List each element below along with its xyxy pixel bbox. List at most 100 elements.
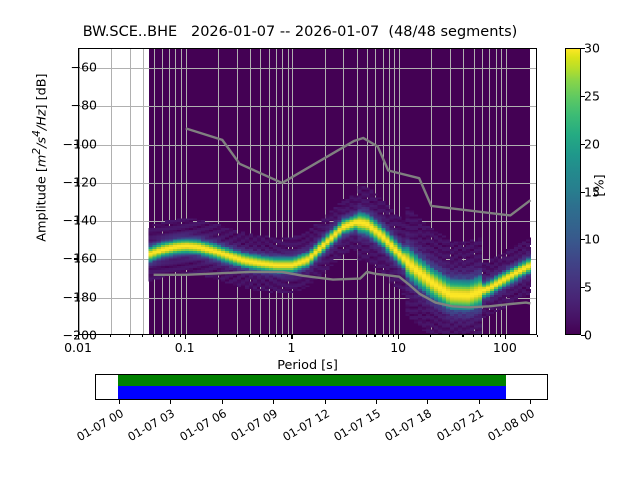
- gridline-v: [489, 49, 491, 334]
- x-tick-mark-minor: [488, 335, 490, 338]
- timeline-tick-mark: [221, 400, 223, 404]
- gridline-v: [382, 49, 384, 334]
- timeline-tick-label: 01-07 09: [228, 406, 281, 444]
- x-tick-mark: [398, 335, 400, 339]
- colorbar-tick-label: 15: [584, 184, 600, 199]
- timeline-tick-mark: [478, 400, 480, 404]
- timeline-tick-mark: [119, 400, 121, 404]
- x-tick-mark-minor: [366, 335, 368, 338]
- colorbar-tick-mark: [581, 95, 585, 97]
- colorbar-tick-label: 30: [584, 40, 600, 56]
- x-tick-mark: [504, 335, 506, 339]
- x-tick-label: 0.1: [174, 340, 195, 355]
- x-tick-label: 0.01: [64, 340, 92, 355]
- y-tick-mark: [74, 335, 78, 337]
- gridline-v: [129, 49, 131, 334]
- colorbar-tick-label: 5: [584, 279, 592, 295]
- x-tick-mark-minor: [494, 335, 496, 338]
- timeline-tick-label: 01-07 03: [125, 406, 178, 444]
- timeline-tick-mark: [375, 400, 377, 404]
- colorbar-tick-mark: [581, 48, 585, 49]
- x-tick-mark-minor: [381, 335, 383, 338]
- timeline-tick-label: 01-07 12: [279, 406, 332, 444]
- x-tick-mark-minor: [259, 335, 261, 338]
- x-tick-mark-minor: [128, 335, 130, 338]
- y-tick-mark: [74, 220, 78, 222]
- gridline-v: [175, 49, 177, 334]
- x-tick-mark-minor: [323, 335, 325, 338]
- x-tick-mark-minor: [110, 335, 112, 338]
- x-tick-label: 1: [287, 340, 296, 355]
- x-tick-label: 100: [492, 340, 517, 355]
- gridline-v: [388, 49, 390, 334]
- y-tick-label: −60: [70, 59, 97, 75]
- timeline-tick-label: 01-07 06: [176, 406, 229, 444]
- gridline-v: [431, 49, 433, 334]
- gridline-v: [356, 49, 358, 334]
- x-tick-mark-minor: [449, 335, 451, 338]
- gridline-v: [275, 49, 277, 334]
- x-tick-mark-minor: [152, 335, 154, 338]
- y-tick-label: −120: [62, 174, 97, 190]
- x-tick-mark-minor: [248, 335, 251, 338]
- colorbar-tick-label: 25: [584, 88, 600, 104]
- ppsd-density-overlay: [148, 185, 531, 334]
- y-tick-label: −140: [62, 212, 97, 228]
- x-tick-mark-minor: [499, 335, 502, 338]
- x-tick-mark-minor: [374, 335, 376, 338]
- noise-model-nlnm: [153, 270, 531, 309]
- x-tick-mark: [78, 335, 80, 339]
- colorbar: [565, 48, 581, 335]
- ppsd-plot-area: [78, 48, 537, 335]
- timeline-tick-mark: [427, 400, 429, 404]
- gridline-h: [79, 106, 536, 108]
- gridline-v: [287, 49, 289, 334]
- x-tick-label: 10: [390, 340, 407, 355]
- x-tick-mark-minor: [161, 335, 163, 338]
- x-tick-mark-minor: [174, 335, 176, 338]
- gridline-v: [180, 49, 182, 334]
- gridline-v: [473, 49, 475, 334]
- x-tick-mark: [291, 335, 293, 339]
- timeline-available-bar: [118, 375, 506, 386]
- x-tick-mark-minor: [481, 335, 483, 338]
- gridline-v: [79, 49, 80, 334]
- x-axis-label: Period [s]: [277, 358, 338, 373]
- gridline-v: [249, 49, 251, 334]
- y-tick-label: −180: [62, 289, 97, 305]
- x-tick-mark-minor: [235, 335, 237, 338]
- gridline-v: [292, 49, 294, 334]
- timeline-tick-label: 01-07 18: [382, 406, 435, 444]
- x-tick-mark-minor: [472, 335, 474, 338]
- gridline-v: [375, 49, 377, 334]
- gridline-v: [463, 49, 465, 334]
- noise-model-nhnm: [185, 127, 532, 217]
- y-tick-label: −100: [62, 136, 97, 152]
- colorbar-label: [%]: [592, 174, 608, 197]
- gridline-h: [79, 297, 536, 299]
- gridline-v: [236, 49, 238, 334]
- timeline-tick-mark: [530, 400, 532, 404]
- gridline-v: [260, 49, 262, 334]
- x-tick-mark-minor: [142, 335, 144, 338]
- x-tick-mark-minor: [216, 335, 218, 338]
- gridline-v: [282, 49, 284, 334]
- timeline-tick-label: 01-07 15: [331, 406, 383, 444]
- gridline-v: [162, 49, 164, 334]
- coverage-timeline: [95, 374, 548, 400]
- gridline-v: [268, 49, 270, 334]
- timeline-tick-mark: [324, 400, 326, 404]
- gridline-v: [482, 49, 484, 334]
- x-tick-mark-minor: [342, 335, 344, 338]
- timeline-tick-mark: [273, 400, 275, 404]
- x-tick-mark-minor: [179, 335, 181, 338]
- gridline-h: [79, 68, 536, 70]
- x-tick-mark-minor: [281, 335, 283, 338]
- timeline-tick-label: 01-07 21: [433, 406, 486, 444]
- gridline-h: [79, 221, 536, 223]
- gridline-h: [79, 182, 536, 184]
- y-tick-mark: [74, 296, 78, 298]
- gridline-h: [79, 144, 536, 146]
- gridline-v: [394, 49, 396, 334]
